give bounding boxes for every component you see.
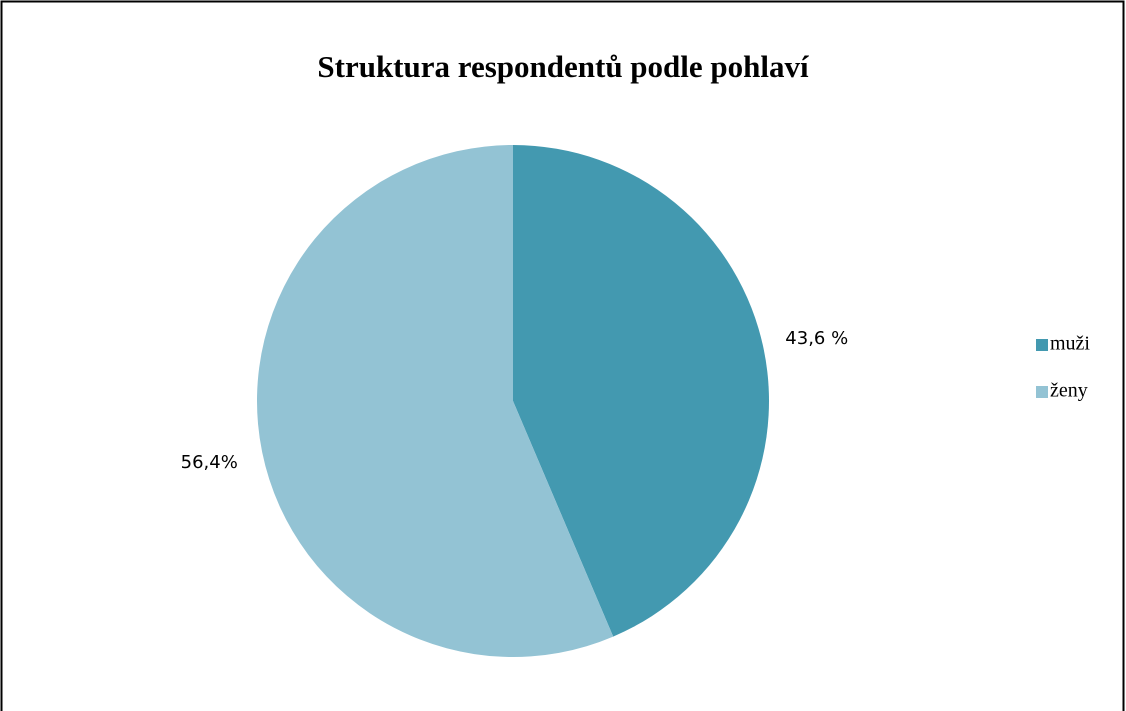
pie-slice	[513, 145, 769, 637]
chart-title: Struktura respondentů podle pohlaví	[317, 49, 809, 84]
legend-label: muži	[1050, 333, 1090, 355]
data-label: 43,6 %	[785, 328, 848, 349]
legend-swatch	[1036, 339, 1048, 351]
legend-label: ženy	[1050, 380, 1088, 402]
pie-slice	[257, 145, 614, 657]
data-label: 56,4%	[181, 452, 238, 473]
legend-swatch	[1036, 386, 1048, 398]
